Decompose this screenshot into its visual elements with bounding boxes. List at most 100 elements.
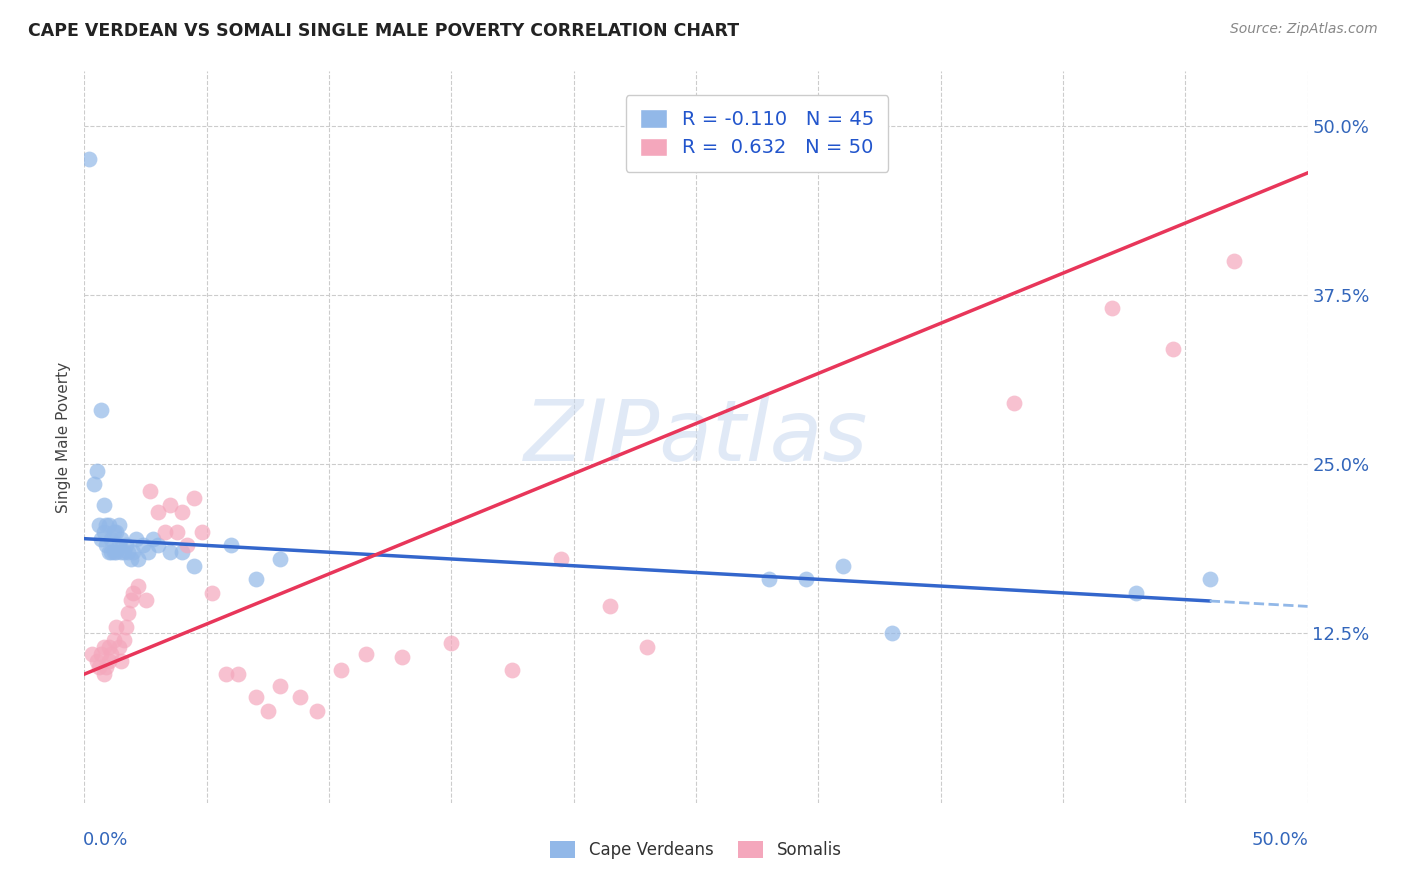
Text: CAPE VERDEAN VS SOMALI SINGLE MALE POVERTY CORRELATION CHART: CAPE VERDEAN VS SOMALI SINGLE MALE POVER…: [28, 22, 740, 40]
Point: [831, 558, 853, 573]
Point: [110, 654, 132, 668]
Point: [245, 690, 267, 705]
Point: [139, 484, 162, 499]
Point: [1161, 342, 1184, 356]
Point: [120, 592, 142, 607]
Point: [112, 545, 135, 559]
Point: [1223, 254, 1246, 268]
Point: [110, 532, 132, 546]
Point: [96, 660, 118, 674]
Point: [93, 498, 115, 512]
Point: [166, 524, 188, 539]
Point: [110, 545, 132, 559]
Point: [136, 545, 159, 559]
Point: [87, 660, 110, 674]
Point: [87, 518, 110, 533]
Point: [305, 704, 328, 718]
Y-axis label: Single Male Poverty: Single Male Poverty: [56, 361, 72, 513]
Point: [142, 532, 165, 546]
Point: [86, 464, 108, 478]
Point: [245, 572, 267, 586]
Text: 50.0%: 50.0%: [1251, 830, 1309, 848]
Point: [117, 545, 139, 559]
Point: [880, 626, 903, 640]
Point: [153, 524, 176, 539]
Text: ZIPatlas: ZIPatlas: [524, 395, 868, 479]
Point: [127, 552, 149, 566]
Point: [127, 579, 149, 593]
Point: [107, 518, 129, 533]
Point: [215, 667, 238, 681]
Point: [191, 524, 214, 539]
Point: [1198, 572, 1220, 586]
Point: [100, 545, 122, 559]
Point: [103, 545, 125, 559]
Point: [159, 545, 181, 559]
Point: [105, 620, 128, 634]
Point: [93, 667, 115, 681]
Point: [159, 498, 181, 512]
Point: [105, 545, 128, 559]
Point: [86, 654, 108, 668]
Point: [636, 640, 658, 654]
Point: [172, 545, 194, 559]
Point: [330, 663, 353, 677]
Point: [103, 524, 125, 539]
Point: [117, 606, 139, 620]
Point: [77, 153, 100, 167]
Point: [97, 654, 120, 668]
Point: [219, 538, 242, 552]
Point: [107, 640, 129, 654]
Point: [122, 545, 145, 559]
Point: [120, 552, 142, 566]
Point: [90, 532, 112, 546]
Point: [269, 679, 291, 693]
Point: [80, 647, 103, 661]
Point: [103, 633, 125, 648]
Point: [1101, 301, 1123, 316]
Point: [354, 647, 377, 661]
Point: [97, 545, 120, 559]
Point: [122, 586, 145, 600]
Point: [93, 640, 115, 654]
Point: [105, 524, 128, 539]
Point: [183, 558, 205, 573]
Point: [146, 538, 169, 552]
Point: [172, 505, 194, 519]
Point: [183, 491, 205, 505]
Point: [112, 633, 135, 648]
Point: [90, 647, 112, 661]
Point: [96, 538, 118, 552]
Point: [125, 532, 148, 546]
Point: [96, 518, 118, 533]
Point: [257, 704, 280, 718]
Point: [1125, 586, 1147, 600]
Point: [90, 403, 112, 417]
Point: [176, 538, 198, 552]
Point: [100, 647, 122, 661]
Point: [115, 538, 138, 552]
Point: [83, 477, 105, 491]
Point: [599, 599, 621, 614]
Point: [502, 663, 524, 677]
Point: [391, 649, 413, 664]
Point: [794, 572, 817, 586]
Point: [758, 572, 780, 586]
Point: [288, 690, 311, 705]
Point: [97, 518, 120, 533]
Text: Source: ZipAtlas.com: Source: ZipAtlas.com: [1230, 22, 1378, 37]
Point: [146, 505, 169, 519]
Point: [200, 586, 222, 600]
Point: [550, 552, 572, 566]
Point: [93, 524, 115, 539]
Point: [1002, 396, 1025, 410]
Point: [132, 538, 155, 552]
Point: [107, 538, 129, 552]
Point: [228, 667, 250, 681]
Point: [115, 620, 138, 634]
Point: [97, 640, 120, 654]
Point: [135, 592, 157, 607]
Point: [269, 552, 291, 566]
Point: [440, 636, 463, 650]
Text: 0.0%: 0.0%: [83, 830, 128, 848]
